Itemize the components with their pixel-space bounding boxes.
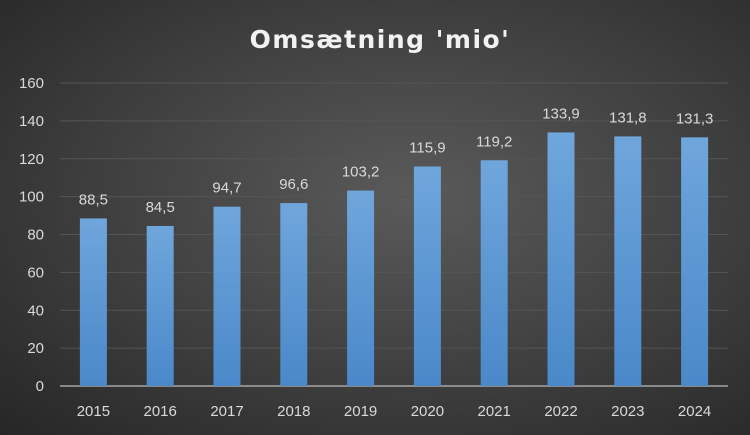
x-tick-label: 2019 xyxy=(344,403,377,420)
y-tick-label: 100 xyxy=(19,189,44,206)
chart-title: Omsætning 'mio' xyxy=(250,25,511,54)
y-tick-label: 80 xyxy=(27,227,44,244)
bar-2023 xyxy=(614,136,642,386)
bar-2020 xyxy=(413,166,441,386)
data-label: 131,8 xyxy=(609,109,647,126)
bar-2017 xyxy=(213,206,241,386)
data-label: 119,2 xyxy=(476,133,512,150)
bar-2019 xyxy=(347,190,375,386)
y-tick-label: 40 xyxy=(27,302,44,319)
x-tick-label: 2022 xyxy=(544,403,577,420)
x-tick-label: 2023 xyxy=(611,403,644,420)
data-label: 103,2 xyxy=(342,164,380,181)
y-tick-label: 140 xyxy=(19,113,44,130)
data-label: 133,9 xyxy=(542,105,580,122)
bar-2016 xyxy=(146,225,174,386)
x-tick-label: 2015 xyxy=(77,403,110,420)
x-tick-label: 2017 xyxy=(210,403,243,420)
y-tick-label: 160 xyxy=(19,75,44,92)
data-label: 131,3 xyxy=(676,110,714,127)
y-tick-label: 60 xyxy=(27,264,44,281)
bar-2024 xyxy=(681,137,709,386)
data-label: 94,7 xyxy=(212,180,241,197)
x-tick-label: 2021 xyxy=(478,403,511,420)
data-label: 84,5 xyxy=(146,199,175,216)
bar-2021 xyxy=(480,160,508,386)
data-label: 88,5 xyxy=(79,191,108,208)
x-tick-label: 2018 xyxy=(277,403,310,420)
bar-2015 xyxy=(79,218,107,386)
x-tick-label: 2016 xyxy=(144,403,177,420)
y-tick-label: 20 xyxy=(27,340,44,357)
x-tick-label: 2024 xyxy=(678,403,711,420)
x-tick-label: 2020 xyxy=(411,403,444,420)
data-label: 115,9 xyxy=(409,140,445,157)
y-tick-label: 0 xyxy=(36,378,44,395)
y-tick-label: 120 xyxy=(19,151,44,168)
bar-2022 xyxy=(547,132,575,386)
bar-2018 xyxy=(280,203,308,386)
data-label: 96,6 xyxy=(279,176,308,193)
